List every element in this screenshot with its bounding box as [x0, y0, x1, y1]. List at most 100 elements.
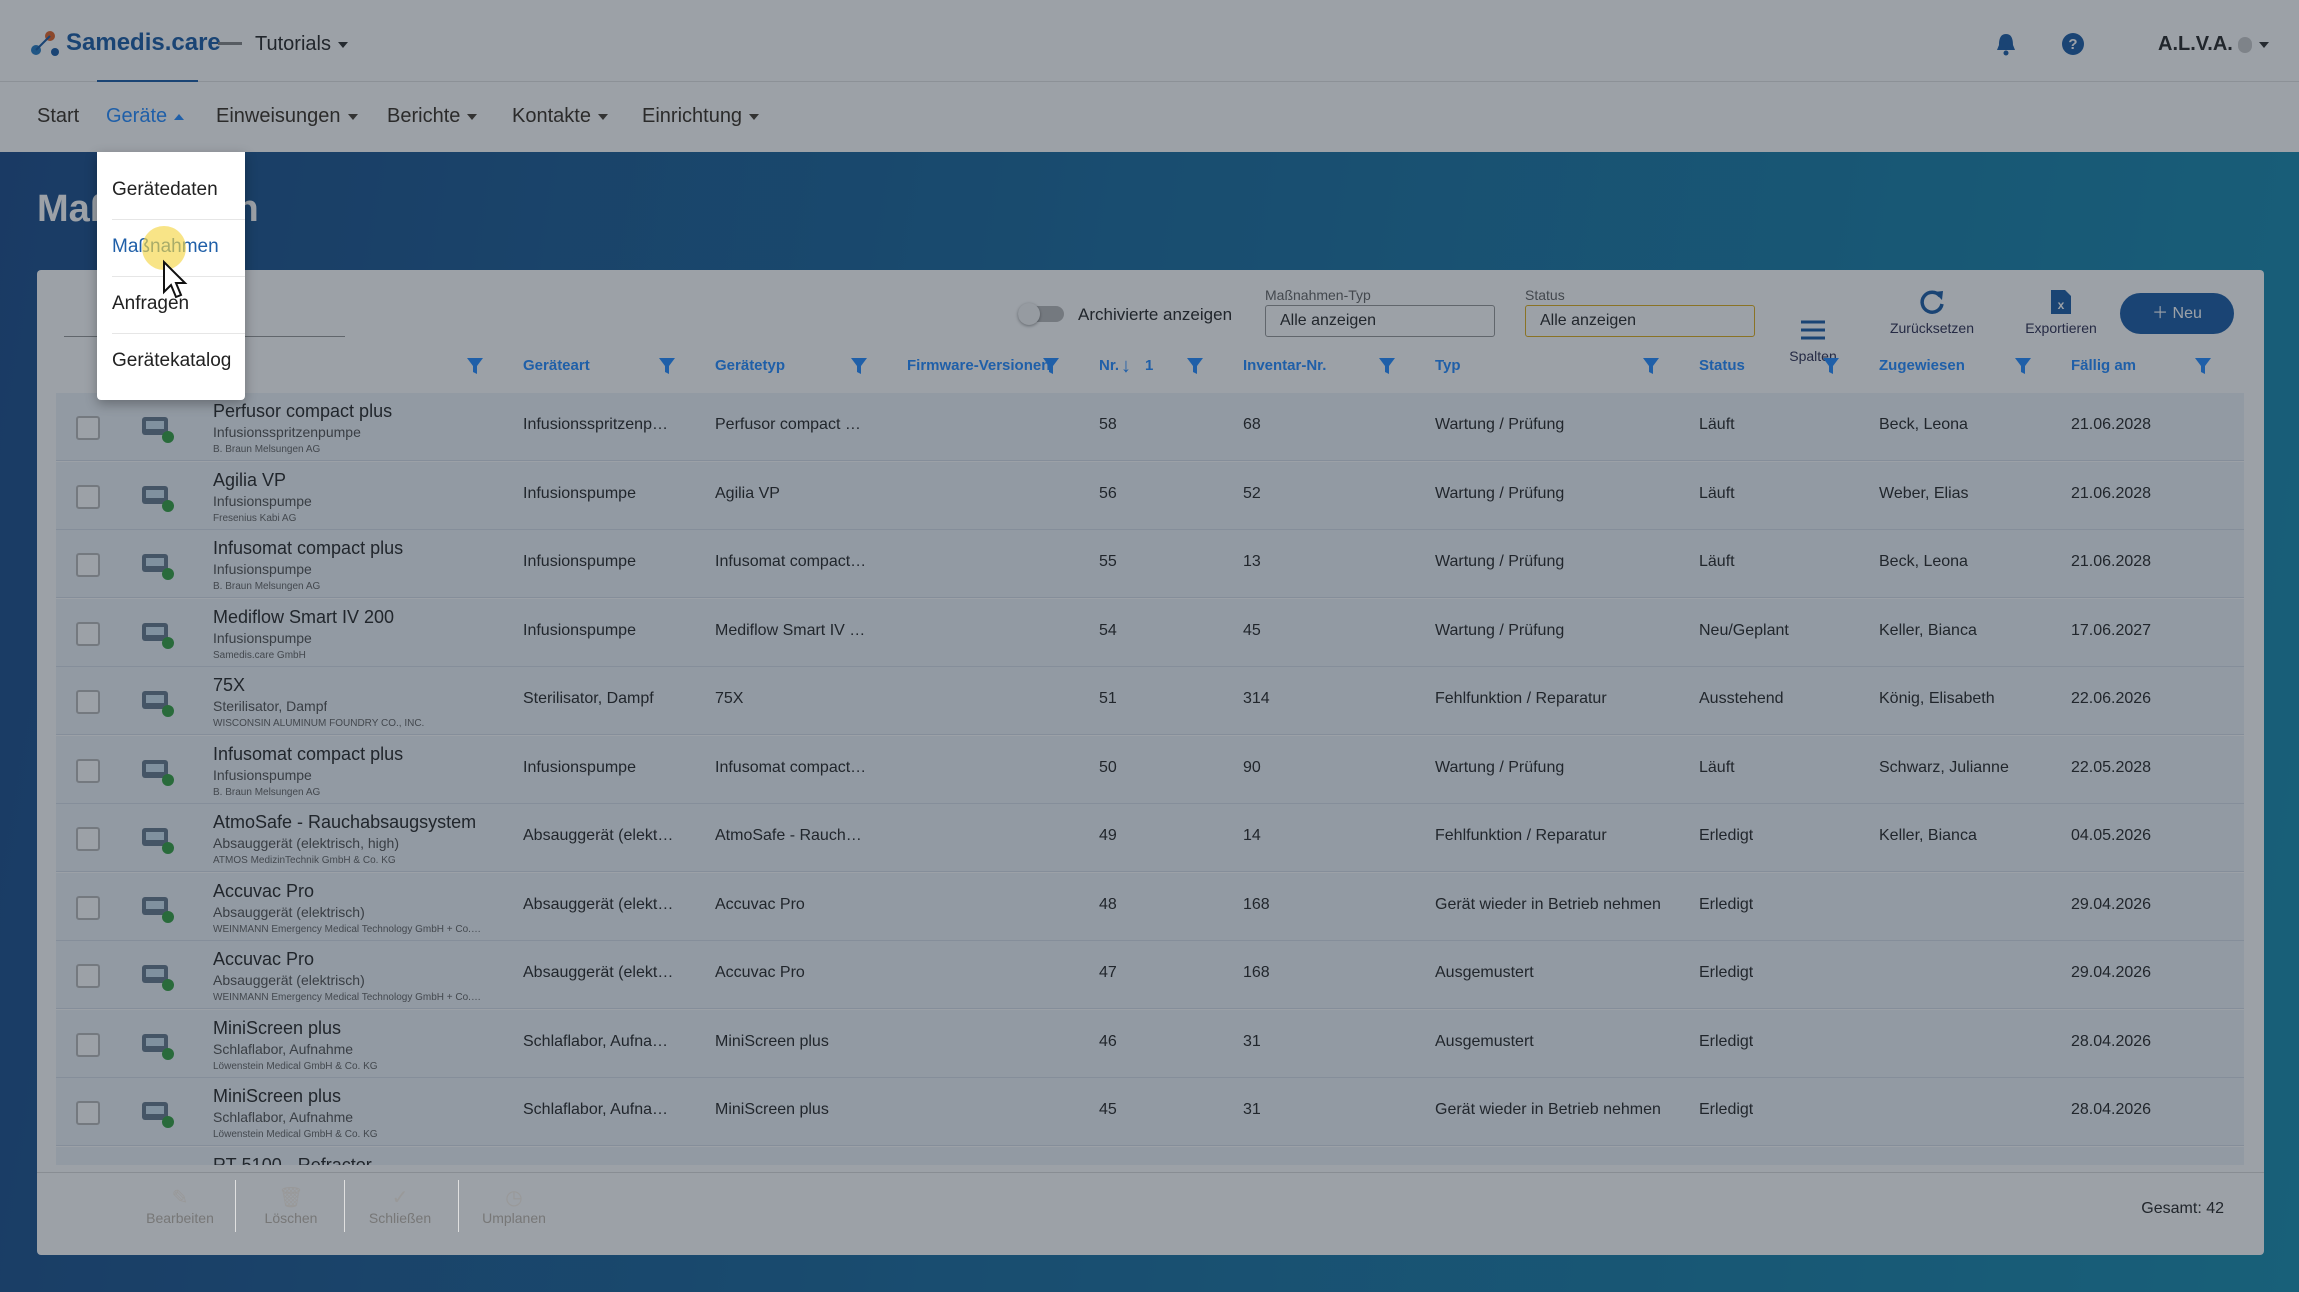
device-image [140, 685, 174, 717]
action-icon: ◷ [505, 1187, 523, 1209]
filter-icon[interactable] [850, 357, 868, 380]
nav-text: Kontakte [512, 105, 591, 127]
table-row[interactable]: Agilia VP Infusionspumpe Fresenius Kabi AG… [56, 461, 2244, 530]
menu-divider [112, 219, 245, 220]
table-row[interactable]: RT-5100 - Refractor [56, 1146, 2244, 1165]
row-checkbox[interactable] [76, 484, 100, 509]
tenant: Tutorials [255, 33, 331, 55]
type-select[interactable]: Alle anzeigen [1265, 305, 1495, 337]
nav-text: Start [37, 105, 80, 127]
help-icon[interactable]: ? [2061, 32, 2085, 56]
bell-icon[interactable] [1995, 32, 2017, 56]
row-checkbox[interactable] [76, 827, 100, 851]
nav-item[interactable]: Berichte [387, 105, 478, 128]
column-header[interactable]: Firmware-Versionen [907, 357, 1051, 374]
top-bar: Samedis.care Tutorials ? A.L.V.A. [0, 0, 2299, 83]
row-checkbox[interactable] [76, 758, 100, 783]
row-checkbox[interactable] [76, 416, 100, 440]
column-header[interactable]: Zugewiesen [1879, 357, 1965, 374]
table-row[interactable]: Infusomat compact plus Infusionspumpe B. B… [56, 735, 2244, 804]
filter-icon[interactable] [1378, 357, 1396, 380]
svg-text:?: ? [2068, 36, 2077, 53]
reset-text: Zurücksetzen [1889, 320, 1975, 336]
device-image [140, 754, 174, 786]
row-checkbox[interactable] [76, 964, 100, 988]
action-icon: ✎ [171, 1187, 189, 1209]
archived-label: Archivierte anzeigen [1078, 305, 1233, 324]
table-row[interactable]: Infusomat compact plus Infusionspumpe B. B… [56, 530, 2244, 598]
type-value: Alle anzeigen [1280, 312, 1377, 329]
nav-text: Berichte [387, 105, 461, 127]
row-checkbox[interactable] [76, 553, 100, 577]
table-row[interactable]: Mediflow Smart IV 200 Infusionspumpe Samed… [56, 598, 2244, 667]
filter-icon[interactable] [1642, 357, 1660, 380]
action-divider [458, 1180, 459, 1232]
menu-item[interactable]: Gerätekatalog [112, 350, 232, 371]
nav-item[interactable]: Einrichtung [642, 105, 760, 128]
nav-text: Geräte [106, 105, 168, 127]
nav-item[interactable]: Einweisungen [216, 105, 358, 128]
action-divider [235, 1180, 236, 1232]
filter-icon[interactable] [2014, 357, 2032, 380]
column-header[interactable]: Typ [1435, 357, 1461, 374]
tenant-select[interactable]: Tutorials [255, 33, 348, 56]
row-checkbox[interactable] [76, 690, 100, 714]
export-button[interactable]: x Exportieren [2006, 288, 2116, 336]
table-row[interactable]: Accuvac Pro Absauggerät (elektrisch) WEINM… [56, 941, 2244, 1009]
row-checkbox[interactable] [76, 1101, 100, 1125]
device-image [140, 480, 174, 512]
user-menu[interactable]: A.L.V.A. [2158, 33, 2270, 56]
column-header[interactable]: Gerätetyp [715, 357, 786, 374]
footer-action[interactable]: ◷ Umplanen [464, 1185, 564, 1226]
nav-item[interactable]: Start [37, 105, 79, 128]
nav-item[interactable]: Geräte [106, 105, 185, 128]
filter-icon[interactable] [658, 357, 676, 380]
column-header[interactable]: Geräteart [523, 357, 590, 374]
device-image [140, 1096, 174, 1128]
menu-divider [112, 333, 245, 334]
table-body: Perfusor compact plus Infusionsspritzenpu… [56, 393, 2244, 1165]
footer-action[interactable]: ✎ Bearbeiten [130, 1185, 230, 1226]
table-row[interactable]: Accuvac Pro Absauggerät (elektrisch) WEINM… [56, 872, 2244, 941]
row-checkbox[interactable] [76, 895, 100, 920]
column-header[interactable]: Inventar-Nr. [1243, 357, 1327, 374]
new-button[interactable]: ＋ Neu [2120, 293, 2234, 334]
logo[interactable]: Samedis.care [66, 29, 221, 56]
table-row[interactable]: Perfusor compact plus Infusionsspritzenpu… [56, 393, 2244, 461]
user: A.L.V.A. [2158, 33, 2233, 55]
filter-icon[interactable] [1822, 357, 1840, 380]
status-select[interactable]: Alle anzeigen [1525, 305, 1755, 337]
filter-icon[interactable] [2194, 357, 2212, 380]
menu-item[interactable]: Gerätedaten [112, 179, 218, 200]
new-text: Neu [2172, 305, 2202, 322]
cursor [142, 226, 188, 299]
action-text: Bearbeiten [146, 1210, 214, 1226]
device-image [140, 959, 174, 991]
column-header[interactable]: Status [1699, 357, 1745, 374]
archived-toggle[interactable] [1018, 303, 1064, 325]
footer-action[interactable]: ✓ Schließen [350, 1185, 450, 1226]
type-label: Maßnahmen-Typ [1265, 287, 1371, 303]
device-image [140, 548, 174, 580]
device-image [140, 822, 174, 854]
table-row[interactable]: 75X Sterilisator, Dampf WISCONSIN ALUMINUM… [56, 667, 2244, 735]
filter-icon[interactable] [1042, 357, 1060, 380]
filter-icon[interactable] [466, 357, 484, 380]
filter-icon[interactable] [1186, 357, 1204, 380]
nav-item[interactable]: Kontakte [512, 105, 608, 128]
row-checkbox[interactable] [76, 1032, 100, 1057]
row-checkbox[interactable] [76, 621, 100, 646]
export-text: Exportieren [2025, 320, 2097, 336]
action-divider [344, 1180, 345, 1232]
status-value: Alle anzeigen [1540, 312, 1637, 329]
table-row[interactable]: MiniScreen plus Schlaflabor, Aufnahme Löwe… [56, 1078, 2244, 1146]
reset-button[interactable]: Zurücksetzen [1877, 288, 1987, 336]
menu-item[interactable]: Anfragen [112, 293, 190, 314]
footer-action[interactable]: 🗑 Löschen [241, 1185, 341, 1226]
column-header[interactable]: Fällig am [2071, 357, 2137, 374]
table-row[interactable]: MiniScreen plus Schlaflabor, Aufnahme Löwe… [56, 1009, 2244, 1078]
column-header[interactable]: Nr. [1099, 357, 1120, 374]
table-row[interactable]: AtmoSafe - Rauchabsaugsystem Absauggerät … [56, 804, 2244, 872]
